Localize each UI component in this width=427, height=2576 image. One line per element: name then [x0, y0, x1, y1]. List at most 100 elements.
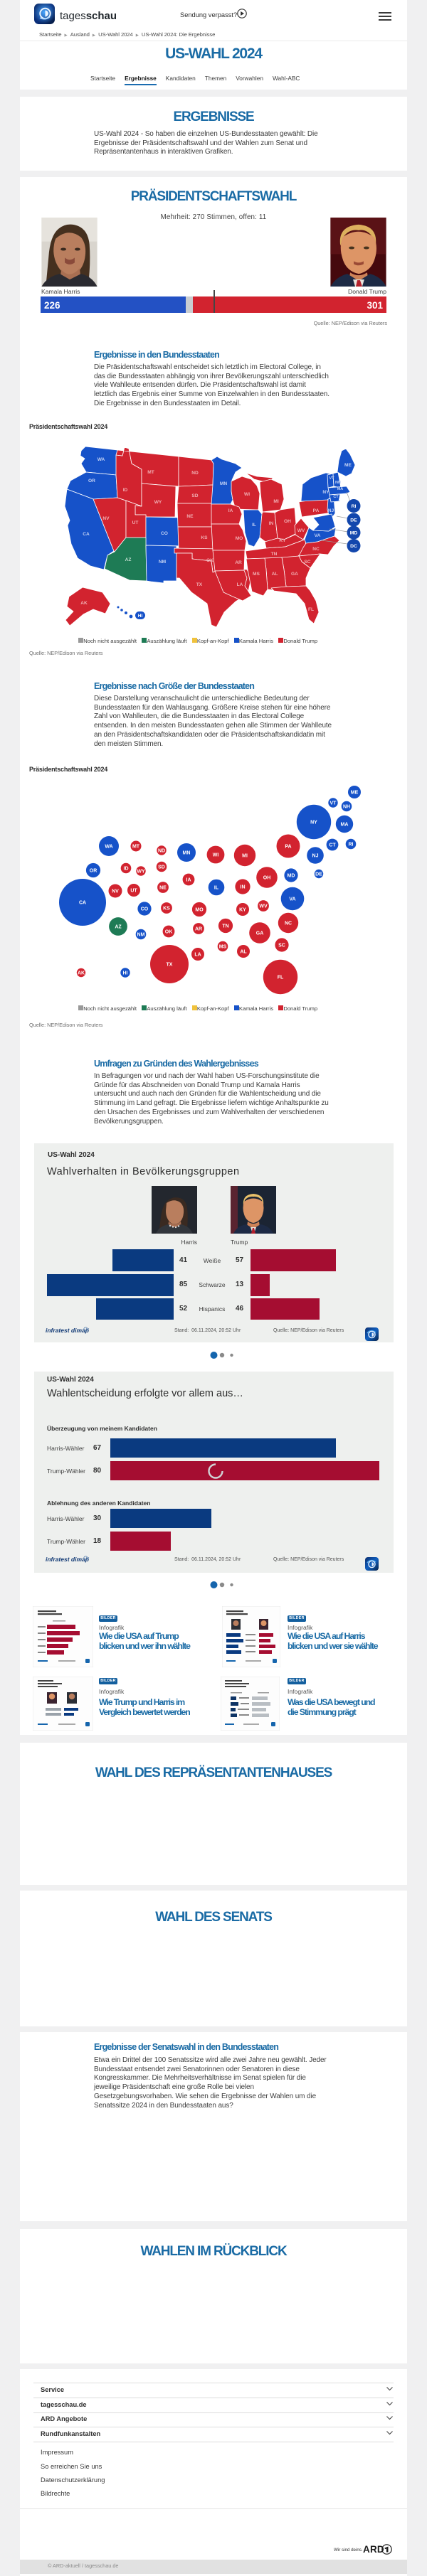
svg-text:IN: IN — [269, 521, 274, 526]
svg-text:LA: LA — [194, 953, 201, 958]
svg-text:CO: CO — [141, 907, 149, 912]
svg-text:NV: NV — [112, 889, 119, 894]
svg-text:MO: MO — [195, 908, 204, 913]
svg-text:RI: RI — [349, 843, 354, 848]
svg-text:WI: WI — [213, 853, 219, 858]
svg-text:MN: MN — [183, 851, 191, 856]
svg-text:DC: DC — [350, 544, 357, 549]
svg-text:WI: WI — [244, 492, 250, 497]
svg-text:VT: VT — [329, 476, 334, 481]
svg-text:KS: KS — [163, 907, 170, 912]
svg-text:OR: OR — [90, 869, 97, 874]
svg-text:IA: IA — [186, 878, 191, 883]
svg-text:HI: HI — [123, 971, 128, 976]
svg-text:NY: NY — [322, 490, 330, 495]
svg-text:WY: WY — [154, 500, 162, 505]
svg-text:NY: NY — [310, 821, 317, 825]
svg-text:AZ: AZ — [125, 557, 132, 562]
svg-text:NE: NE — [186, 514, 194, 519]
svg-text:AZ: AZ — [115, 925, 122, 930]
svg-text:MO: MO — [236, 536, 243, 541]
svg-text:MT: MT — [147, 470, 154, 475]
svg-text:CT: CT — [333, 495, 339, 499]
svg-text:NE: NE — [159, 886, 167, 891]
svg-text:DE: DE — [315, 872, 322, 877]
svg-text:MS: MS — [219, 945, 227, 950]
svg-text:VA: VA — [315, 533, 321, 538]
svg-text:TN: TN — [222, 924, 228, 929]
svg-text:NC: NC — [285, 921, 292, 926]
svg-text:FL: FL — [278, 976, 284, 980]
svg-text:ND: ND — [191, 471, 199, 476]
svg-text:NH: NH — [343, 805, 350, 810]
svg-text:AL: AL — [240, 950, 247, 955]
svg-text:IL: IL — [252, 523, 256, 528]
svg-text:AR: AR — [235, 560, 242, 565]
svg-text:LA: LA — [237, 582, 243, 587]
svg-text:OH: OH — [284, 519, 291, 524]
svg-text:VA: VA — [289, 897, 295, 902]
svg-text:CO: CO — [161, 531, 168, 536]
svg-text:HI: HI — [138, 614, 143, 619]
svg-text:CA: CA — [79, 901, 86, 906]
svg-text:AL: AL — [272, 572, 278, 577]
svg-text:MI: MI — [273, 499, 278, 504]
svg-text:AK: AK — [80, 601, 88, 606]
svg-text:OK: OK — [206, 558, 214, 563]
svg-text:IL: IL — [214, 886, 219, 891]
svg-text:UT: UT — [130, 889, 137, 894]
svg-text:MN: MN — [220, 481, 227, 486]
svg-text:OK: OK — [165, 930, 173, 935]
svg-text:ID: ID — [123, 488, 128, 493]
svg-text:MS: MS — [253, 572, 260, 577]
svg-text:TX: TX — [196, 582, 203, 587]
svg-text:SD: SD — [191, 493, 198, 498]
svg-text:GA: GA — [291, 572, 298, 577]
svg-text:ID: ID — [124, 867, 129, 872]
svg-text:MA: MA — [337, 487, 344, 491]
svg-text:GA: GA — [256, 931, 264, 936]
svg-text:SC: SC — [304, 560, 310, 565]
svg-text:WV: WV — [297, 528, 305, 533]
svg-text:ME: ME — [344, 463, 352, 468]
svg-text:MD: MD — [288, 874, 295, 879]
svg-text:IN: IN — [241, 885, 246, 890]
svg-text:MT: MT — [132, 845, 140, 850]
svg-text:IA: IA — [228, 508, 233, 513]
svg-text:PA: PA — [313, 508, 320, 513]
svg-text:ND: ND — [158, 849, 165, 854]
svg-text:DE: DE — [350, 518, 357, 523]
svg-text:NM: NM — [159, 560, 167, 565]
svg-text:KS: KS — [201, 535, 208, 540]
svg-text:FL: FL — [308, 607, 314, 612]
svg-text:UT: UT — [132, 520, 139, 525]
svg-text:WY: WY — [137, 870, 145, 875]
svg-text:OH: OH — [263, 876, 271, 881]
svg-text:WA: WA — [97, 457, 105, 462]
svg-text:WV: WV — [259, 904, 268, 909]
svg-text:NC: NC — [312, 547, 320, 552]
svg-text:OR: OR — [88, 479, 95, 483]
svg-text:CT: CT — [329, 843, 336, 848]
svg-text:NH: NH — [335, 481, 341, 485]
svg-text:CA: CA — [83, 532, 90, 537]
svg-text:MD: MD — [350, 531, 358, 536]
svg-text:TX: TX — [167, 963, 173, 968]
svg-text:NV: NV — [102, 516, 110, 521]
svg-text:MI: MI — [242, 854, 248, 859]
svg-text:AR: AR — [195, 927, 202, 932]
svg-text:MA: MA — [341, 823, 349, 828]
svg-text:WA: WA — [105, 845, 112, 850]
svg-text:AK: AK — [78, 971, 85, 976]
svg-text:NM: NM — [137, 933, 145, 938]
svg-text:ME: ME — [351, 791, 359, 796]
svg-text:SC: SC — [278, 944, 285, 948]
svg-text:VT: VT — [330, 801, 337, 806]
svg-text:SD: SD — [158, 865, 165, 870]
svg-text:NJ: NJ — [328, 508, 334, 513]
svg-text:TN: TN — [271, 552, 278, 557]
svg-text:KY: KY — [279, 538, 286, 543]
svg-text:KY: KY — [239, 908, 246, 913]
svg-text:NJ: NJ — [312, 854, 319, 859]
svg-text:PA: PA — [285, 845, 291, 850]
